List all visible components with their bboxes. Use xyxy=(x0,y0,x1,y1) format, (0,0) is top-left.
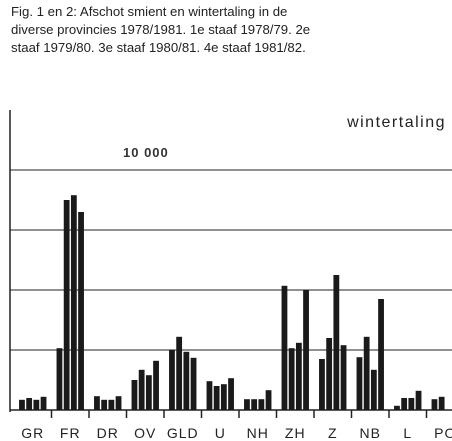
bar xyxy=(415,390,422,410)
annotation: 10 000 xyxy=(123,145,169,160)
bar xyxy=(145,375,152,410)
x-tick-label: DR xyxy=(97,425,119,441)
bar xyxy=(56,348,63,410)
bar xyxy=(101,399,108,410)
chart-subtitle: wintertaling xyxy=(346,114,446,131)
x-tick-label: OV xyxy=(134,425,156,441)
x-tick-label: ZH xyxy=(285,425,306,441)
bar xyxy=(251,399,258,410)
caption-line: Fig. 1 en 2: Afschot smient en wintertal… xyxy=(11,4,287,19)
x-tick-label: NB xyxy=(360,425,381,441)
bar xyxy=(19,399,25,410)
bar xyxy=(303,290,309,410)
bar xyxy=(183,351,190,410)
caption-line: diverse provincies 1978/1981. 1e staaf 1… xyxy=(11,22,310,37)
bar xyxy=(319,359,325,410)
x-tick-label: GLD xyxy=(167,425,199,441)
bar xyxy=(213,386,220,410)
bar xyxy=(356,357,363,410)
bar xyxy=(220,384,227,410)
bar xyxy=(33,399,40,410)
bar xyxy=(378,299,384,410)
bar xyxy=(438,396,445,410)
bar xyxy=(370,369,377,410)
bar xyxy=(206,381,213,410)
bar xyxy=(115,396,122,410)
bar xyxy=(138,369,145,410)
bar xyxy=(288,348,295,410)
x-tick-label: PO xyxy=(434,425,452,441)
bar xyxy=(431,399,438,410)
bar xyxy=(244,399,250,410)
bar xyxy=(70,195,77,410)
bar xyxy=(26,398,33,410)
bar xyxy=(40,396,47,410)
bar xyxy=(265,390,272,410)
bar xyxy=(78,212,84,410)
bar xyxy=(363,336,370,410)
x-tick-label: L xyxy=(403,425,412,441)
x-tick-label: Z xyxy=(328,425,338,441)
bar xyxy=(176,336,183,410)
bar xyxy=(258,399,265,410)
x-tick-label: U xyxy=(215,425,226,441)
bar xyxy=(401,398,408,410)
bar xyxy=(333,275,340,410)
bar xyxy=(169,350,175,410)
bar xyxy=(228,378,234,410)
bar xyxy=(94,396,100,410)
caption-line: staaf 1979/80. 3e staaf 1980/81. 4e staa… xyxy=(11,40,306,55)
x-tick-label: NH xyxy=(247,425,269,441)
bar xyxy=(190,357,197,410)
bar xyxy=(394,405,400,410)
bar xyxy=(295,342,302,410)
bar xyxy=(281,285,288,410)
bar xyxy=(408,398,415,410)
bar xyxy=(340,345,347,410)
bar xyxy=(326,338,333,410)
x-tick-label: GR xyxy=(21,425,44,441)
bar xyxy=(131,380,138,410)
x-tick-label: FR xyxy=(60,425,81,441)
bar xyxy=(108,399,115,410)
bar xyxy=(153,360,159,410)
bar xyxy=(63,200,70,410)
